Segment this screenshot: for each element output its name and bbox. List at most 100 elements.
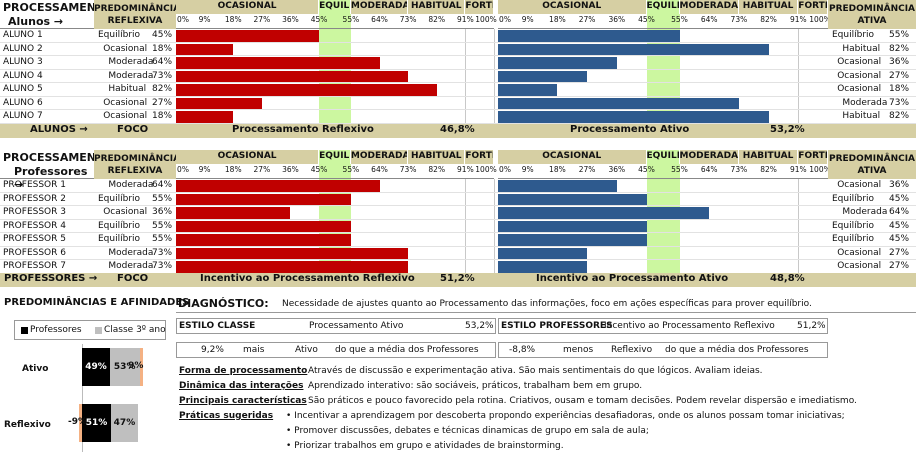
row-divider	[0, 218, 916, 220]
tick-label: 100%	[475, 165, 497, 174]
tick-label: 36%	[282, 15, 299, 24]
ref-bar	[176, 180, 380, 192]
act-value: 27%	[889, 70, 910, 81]
tick-label: 18%	[224, 15, 242, 24]
act-label: Ocasional	[837, 180, 882, 190]
tick-label: 91%	[789, 165, 807, 174]
ref-label: Ocasional	[103, 111, 148, 121]
act-label: Habitual	[842, 43, 881, 54]
tick-label: 82%	[760, 165, 777, 174]
ref-value: 64%	[152, 180, 173, 190]
grid-line	[465, 179, 467, 274]
ref-label: Moderada	[108, 180, 154, 190]
professores-footer-act-text: Incentivo ao Processamento Ativo	[536, 273, 729, 284]
act-value: 27%	[889, 261, 910, 271]
act-label: Equilíbrio	[832, 193, 875, 204]
act-label: Ocasional	[837, 261, 882, 271]
ref-value: 82%	[152, 84, 173, 94]
zone-ocasional: OCASIONAL	[498, 150, 647, 164]
tick-label: 64%	[700, 165, 718, 174]
grid-line	[798, 29, 800, 124]
ref-value: 18%	[152, 111, 173, 121]
ref-value: 55%	[152, 220, 173, 231]
ref-value: 73%	[152, 247, 173, 258]
pred-chart-area: Professores Classe 3º ano Ativo Reflexiv…	[4, 316, 170, 456]
act-bar	[498, 43, 769, 55]
zone-ocasional: OCASIONAL	[176, 0, 320, 14]
alunos-title: PROCESSAMENT Alunos →	[0, 0, 104, 29]
estilo-prof-label: ESTILO PROFESSORES	[501, 321, 613, 331]
alunos-footer-act-text: Processamento Ativo	[570, 124, 690, 135]
tick-label: 45%	[638, 165, 655, 174]
tick-label: 9%	[198, 165, 211, 174]
professores-rows: PROFESSOR 1 Moderada 64% Ocasional 36% PROFES…	[0, 179, 916, 277]
alunos-pred-ref-header: PREDOMINÂNCIA REFLEXIVA	[94, 0, 176, 29]
tick-label: 64%	[700, 15, 718, 24]
act-bar	[498, 261, 588, 273]
row-divider	[0, 245, 916, 247]
tick-label: 27%	[253, 165, 271, 174]
tick-label: 64%	[371, 165, 388, 174]
row-name: ALUNO 5	[3, 84, 43, 94]
ref-value: 73%	[152, 70, 173, 81]
alunos-pred-act-header: PREDOMINÂNCIA ATIVA	[828, 0, 916, 29]
equilibrio-band	[646, 164, 680, 179]
act-bar	[498, 57, 617, 69]
professores-title-line2: Professores →	[14, 165, 88, 191]
row-name: ALUNO 3	[3, 57, 43, 67]
professores-footer-ref-value: 51,2%	[440, 273, 475, 284]
act-label: Equilíbrio	[832, 220, 875, 231]
caracteristicas-label: Principais características	[179, 396, 307, 406]
tick-label: 45%	[638, 15, 655, 24]
act-value: 45%	[889, 220, 910, 231]
professores-act-scale: OCASIONALEQUILIBRIOMODERADAHABITUALFORTE…	[498, 150, 831, 179]
zone-habitual: HABITUAL	[408, 0, 466, 14]
tick-label: 91%	[789, 15, 807, 24]
cmp1: 9,2% mais Ativo do que a média dos Profe…	[176, 342, 496, 358]
ref-bar	[176, 97, 262, 109]
zone-equilibrio: EQUILIBRIO	[646, 0, 680, 14]
tick-label: 9%	[198, 15, 211, 24]
ref-value: 64%	[152, 57, 173, 67]
alunos-footer-label: ALUNOS →	[30, 124, 88, 135]
forma-text: Através de discussão e experimentação at…	[308, 366, 763, 376]
professores-footer-foco: FOCO	[117, 273, 149, 284]
ref-bar	[176, 30, 320, 42]
cmp1-rest: do que a média dos Professores	[335, 345, 479, 355]
cmp2-word: menos	[563, 345, 594, 355]
caracteristicas-text: São práticos e pouco favorecido pela rot…	[308, 396, 857, 406]
professores-pred-ref-header: PREDOMINÂNCIA REFLEXIVA	[94, 150, 176, 179]
row-name: PROFESSOR 2	[3, 193, 66, 204]
cmp2-value: -8,8%	[509, 345, 536, 355]
act-bar	[498, 70, 588, 82]
act-label: Habitual	[842, 111, 881, 121]
zone-equilibrio: EQUILIBRIO	[646, 150, 680, 164]
equilibrio-band	[646, 14, 680, 29]
ref-bar	[176, 111, 234, 123]
tick-label: 18%	[549, 15, 566, 24]
tick-label: 9%	[521, 15, 534, 24]
act-value: 73%	[889, 97, 910, 108]
act-value: 18%	[889, 84, 910, 94]
row-name: ALUNO 2	[3, 43, 43, 54]
tick-label: 100%	[809, 165, 831, 174]
tick-label: 9%	[521, 165, 534, 174]
grid-line	[494, 29, 495, 124]
cmp1-value: 9,2%	[201, 345, 224, 355]
ref-bar	[176, 234, 351, 246]
row-divider	[0, 122, 916, 124]
row-name: PROFESSOR 5	[3, 234, 66, 244]
tick-label: 82%	[428, 15, 446, 24]
professores-pred-act-header: PREDOMINÂNCIA ATIVA	[828, 150, 916, 179]
ref-bar	[176, 220, 351, 232]
reflexivo-label: Reflexivo	[4, 420, 51, 430]
act-value: 36%	[889, 57, 910, 67]
prof-bar: 49%	[82, 348, 110, 386]
legend-class-label: Classe 3º ano	[104, 325, 166, 335]
row-divider	[0, 259, 916, 260]
pratica-item: • Incentivar a aprendizagem por descober…	[286, 411, 845, 421]
tick-label: 0%	[499, 15, 511, 24]
act-bar	[498, 97, 739, 109]
ref-label: Moderada	[108, 247, 154, 258]
zone-forte: FORTE	[798, 150, 828, 164]
